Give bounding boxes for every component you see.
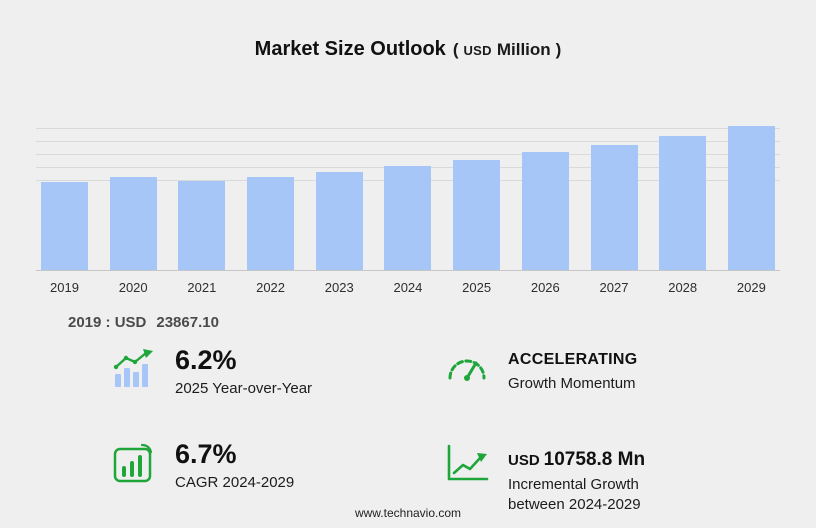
yoy-growth-bars-icon [112,348,160,390]
x-axis-label: 2025 [462,280,492,295]
base-year-value: 2019 : USD 23867.10 [68,314,219,331]
gridline [36,141,780,142]
stat-yoy-growth: 6.2% 2025 Year-over-Year [60,346,445,400]
cagr-bar-chart-icon [112,442,160,484]
bar [41,122,88,270]
page-title: Market Size Outlook ( USD Million ) [0,38,816,61]
chart-bars [36,122,780,270]
x-axis-label: 2019 [50,280,79,295]
stat-incremental-growth: USD 10758.8 Mn Incremental Growth between… [445,440,780,516]
unit-label: Million [496,40,551,59]
chart-x-labels: 2019 2020 2021 2022 2023 2024 2025 2026 2027 2028… [36,280,780,295]
incremental-growth-amount: 10758.8 Mn [543,448,646,470]
gridline [36,154,780,155]
x-axis-label: 2024 [393,280,423,295]
bar [178,122,226,270]
x-axis-label: 2028 [668,280,698,295]
chart-title: Market Size Outlook [254,38,446,60]
bar [109,122,157,270]
unit-close-paren: ) [555,40,562,59]
x-axis-label: 2026 [530,280,560,295]
bar [727,122,775,270]
x-axis-label: 2021 [187,280,217,295]
x-axis-label: 2020 [118,280,148,295]
cagr-label: CAGR 2024-2029 [175,473,295,491]
stats-grid: 6.2% 2025 Year-over-Year ACCELERATING Gr… [60,346,780,515]
bar [315,122,363,270]
chart-plot-area [36,122,780,271]
website-url: www.technavio.com [354,506,462,520]
chart-unit: ( USD Million ) [453,40,562,60]
growth-momentum-label: Growth Momentum [508,374,636,392]
bar [521,122,569,270]
growth-momentum-value: ACCELERATING [508,351,638,368]
stat-growth-momentum: ACCELERATING Growth Momentum [445,346,780,400]
x-axis-label: 2029 [736,280,766,295]
cagr-value: 6.7% [175,438,237,469]
incremental-growth-currency: USD [508,451,540,469]
unit-currency: USD [463,43,492,58]
bar [453,122,501,270]
unit-open-paren: ( [452,40,459,59]
speedometer-icon [445,348,493,384]
base-year-label: 2019 : USD [68,314,147,331]
x-axis-label: 2022 [256,280,286,295]
bar [590,122,638,270]
yoy-growth-label: 2025 Year-over-Year [175,380,313,398]
x-axis-label: 2027 [599,280,629,295]
incremental-growth-value: USD 10758.8 Mn [508,442,698,470]
yoy-growth-value: 6.2% [175,345,237,375]
bar [384,122,432,270]
bar-chart: 2019 2020 2021 2022 2023 2024 2025 2026 2027 2028… [36,122,780,295]
x-axis-label: 2023 [324,280,354,295]
incremental-growth-arrow-icon [445,442,493,484]
gridline [36,128,780,129]
bar [659,122,707,270]
incremental-growth-label: Incremental Growth between 2024-2029 [508,475,641,514]
stat-cagr: 6.7% CAGR 2024-2029 [60,438,445,516]
bar [247,122,295,270]
base-year-amount: 23867.10 [156,314,219,331]
